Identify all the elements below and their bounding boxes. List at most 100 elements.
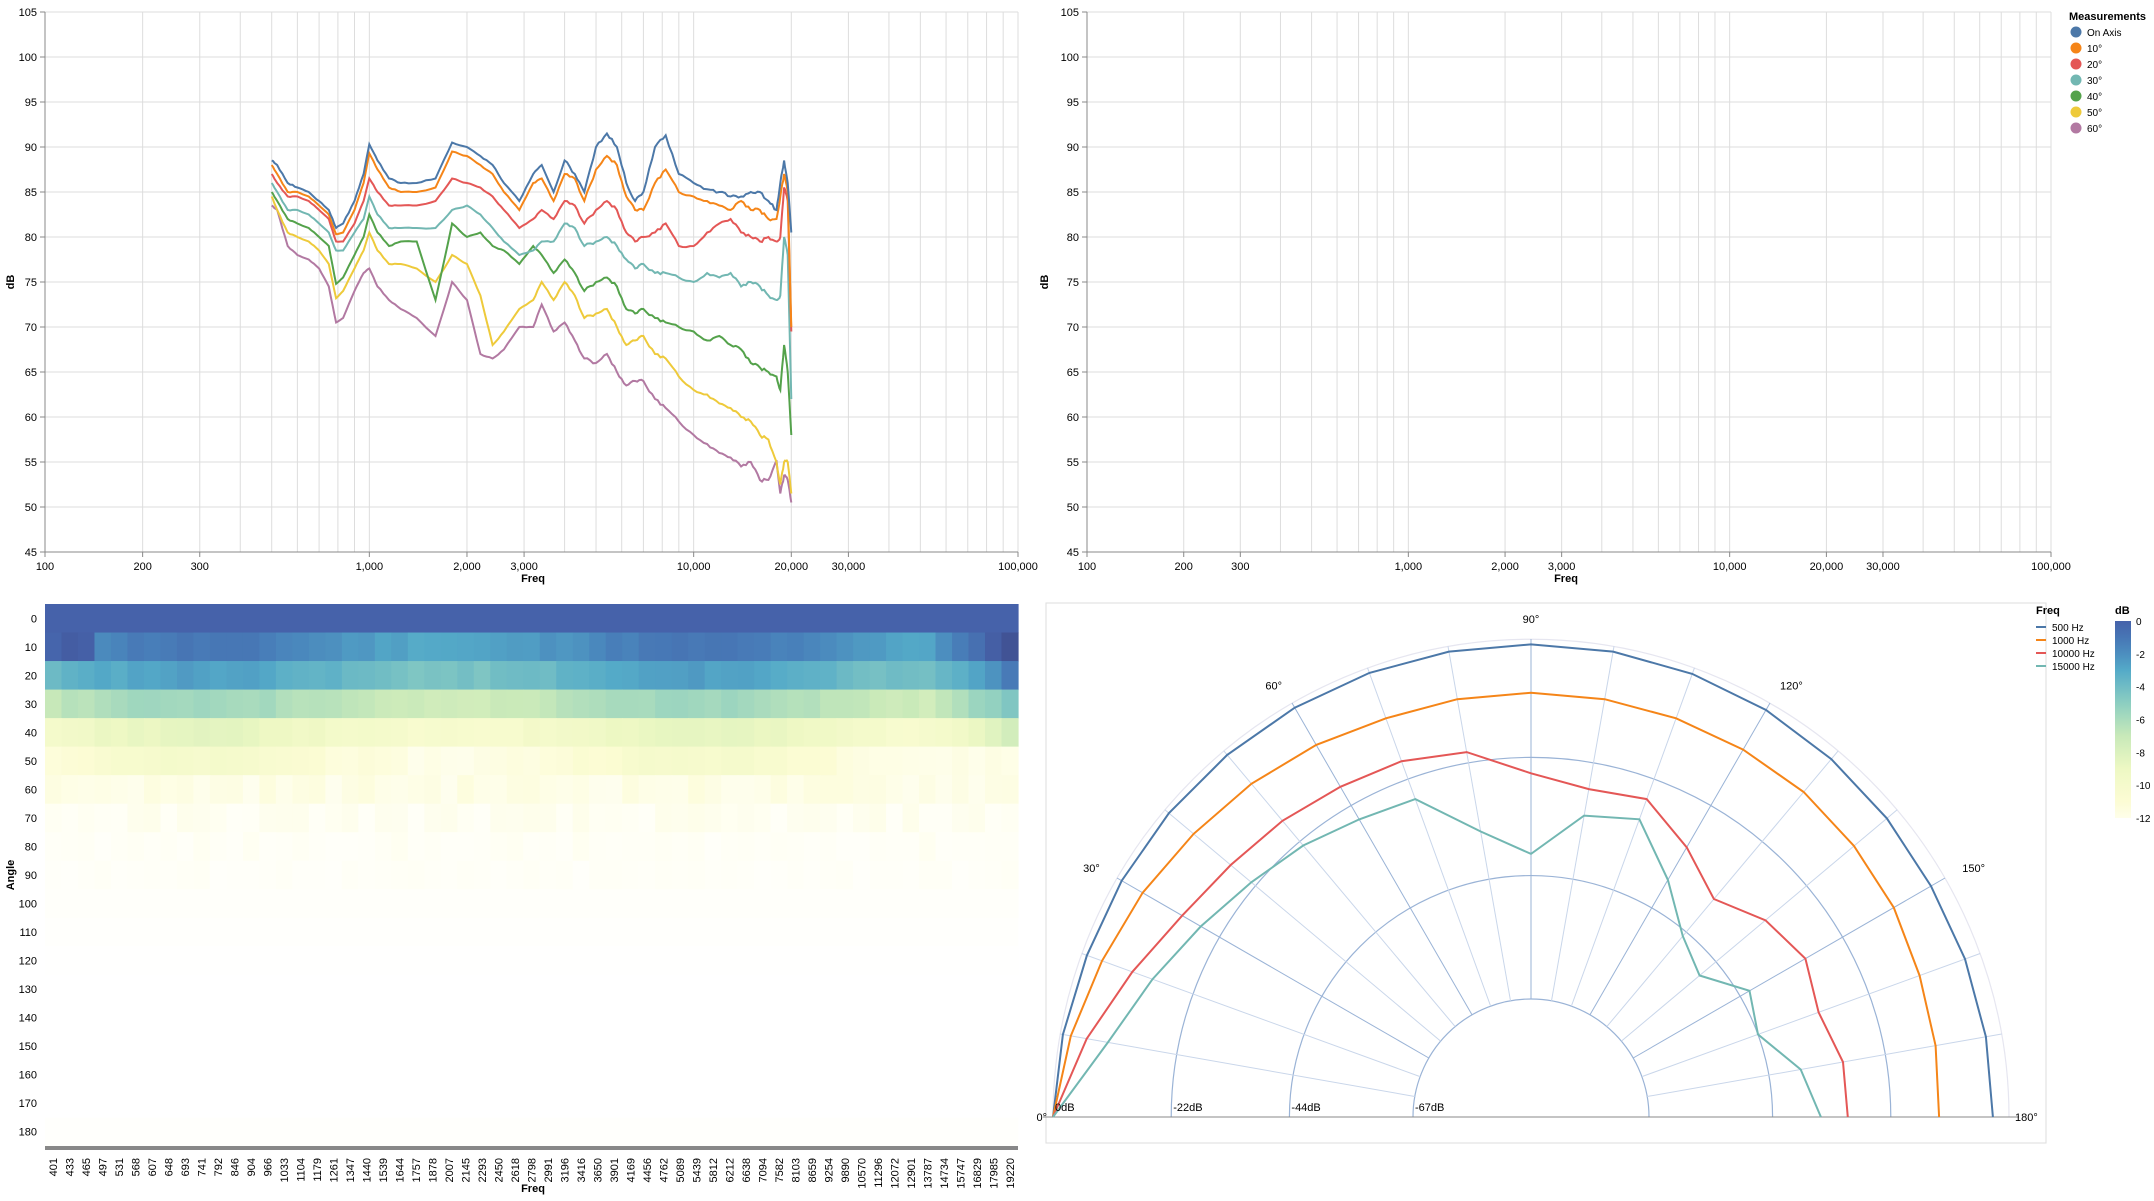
heatmap-cell — [869, 746, 887, 776]
series-line-60° — [271, 204, 793, 503]
heatmap-cell — [226, 1031, 244, 1062]
heatmap-cell — [968, 632, 986, 662]
heatmap-cell — [308, 1031, 326, 1062]
heatmap-cell — [605, 860, 623, 890]
heatmap-cell — [77, 974, 96, 1004]
heatmap-cell — [556, 632, 574, 662]
heatmap-cell — [704, 632, 722, 662]
heatmap-cell — [176, 661, 195, 691]
heatmap-cell — [721, 718, 739, 748]
heatmap-cell — [671, 946, 689, 976]
heatmap-cell — [935, 832, 953, 862]
heatmap-cell — [787, 604, 805, 634]
heatmap-cell — [952, 917, 970, 947]
x-tick-label: 401 — [48, 1158, 60, 1176]
heatmap-cell — [902, 1060, 920, 1090]
x-axis-title: Freq — [521, 573, 545, 585]
heatmap-cell — [1001, 718, 1019, 748]
heatmap-cell — [622, 1003, 640, 1033]
heatmap-cell — [523, 803, 541, 833]
legend-item-label: 40° — [2087, 92, 2102, 103]
heatmap-cell — [671, 718, 689, 748]
heatmap-cell — [704, 746, 722, 776]
x-tick-label: 300 — [1231, 561, 1249, 573]
heatmap-cell — [440, 946, 458, 976]
heatmap-cell — [688, 718, 706, 748]
heatmap-cell — [77, 803, 96, 833]
heatmap-cell — [952, 1031, 970, 1062]
heatmap-cell — [61, 718, 79, 748]
heatmap-cell — [605, 604, 623, 634]
heatmap-cell — [440, 775, 458, 805]
series-line-10° — [270, 150, 793, 328]
heatmap-cell — [952, 746, 970, 776]
heatmap-cell — [391, 661, 409, 691]
heatmap-cell — [143, 889, 162, 919]
heatmap-cell — [952, 889, 970, 919]
heatmap-cell — [737, 832, 755, 862]
heatmap-cell — [622, 832, 640, 862]
x-tick-label: 19220 — [1005, 1158, 1017, 1189]
heatmap-cell — [292, 889, 310, 919]
heatmap-cell — [688, 1117, 706, 1147]
legend-item-label: 500 Hz — [2052, 623, 2084, 634]
heatmap-cell — [341, 974, 359, 1004]
heatmap-cell — [358, 917, 376, 947]
heatmap-cell — [176, 718, 195, 748]
heatmap-cell — [226, 689, 244, 719]
heatmap-cell — [226, 746, 244, 776]
legend-item-label: 10000 Hz — [2052, 649, 2095, 660]
polar-grid — [1043, 638, 2019, 1118]
x-tick-label: 904 — [246, 1158, 258, 1176]
heatmap-cell — [341, 1088, 359, 1119]
heatmap-cell — [358, 632, 376, 662]
heatmap-cell — [226, 860, 244, 890]
heatmap-cell — [1001, 661, 1019, 691]
heatmap-cell — [407, 718, 425, 748]
heatmap-cell — [638, 604, 656, 634]
heatmap-cell — [160, 1060, 178, 1090]
heatmap-cell — [440, 974, 458, 1004]
heatmap-cell — [556, 746, 574, 776]
polar-ring — [1412, 998, 1650, 1118]
heatmap-cell — [1001, 889, 1019, 919]
heatmap-cell — [160, 1003, 178, 1033]
heatmap-cell — [110, 1060, 129, 1090]
heatmap-cell — [622, 974, 640, 1004]
heatmap-cell — [457, 1117, 475, 1147]
heatmap-cell — [259, 917, 277, 947]
heatmap-cell — [259, 974, 277, 1004]
heatmap-cell — [490, 689, 508, 719]
heatmap-cell — [391, 974, 409, 1004]
heatmap-cell — [803, 689, 821, 719]
heatmap-cell — [77, 946, 96, 976]
polar-spoke — [1632, 877, 1946, 1059]
heatmap-cell — [160, 632, 178, 662]
heatmap-cell — [457, 1088, 475, 1119]
heatmap-cell — [787, 832, 805, 862]
heatmap-cell — [292, 775, 310, 805]
heatmap-cell — [374, 917, 392, 947]
heatmap-cell — [143, 974, 162, 1004]
heatmap-cell — [45, 632, 63, 662]
heatmap-cell — [754, 803, 772, 833]
heatmap-cell — [770, 803, 788, 833]
heatmap-cell — [589, 974, 607, 1004]
heatmap-cell — [457, 718, 475, 748]
heatmap-cell — [704, 1003, 722, 1033]
y-tick-label: 55 — [1067, 457, 1079, 469]
heatmap-cell — [754, 1003, 772, 1033]
axes: 0 10 20 30 40 50 60 70 80 90 100 110 120 130 140 150 160… — [19, 613, 1018, 1189]
heatmap-cell — [902, 860, 920, 890]
heatmap-cell — [61, 604, 79, 634]
heatmap-cell — [358, 1060, 376, 1090]
polar-spoke — [1223, 750, 1456, 1027]
heatmap-cell — [770, 860, 788, 890]
polar-series — [1052, 643, 1994, 1118]
heatmap-cell — [259, 946, 277, 976]
heatmap-cell — [671, 632, 689, 662]
heatmap-cell — [886, 1060, 904, 1090]
heatmap-cell — [770, 661, 788, 691]
heatmap-cell — [754, 632, 772, 662]
heatmap-cell — [572, 1117, 590, 1147]
